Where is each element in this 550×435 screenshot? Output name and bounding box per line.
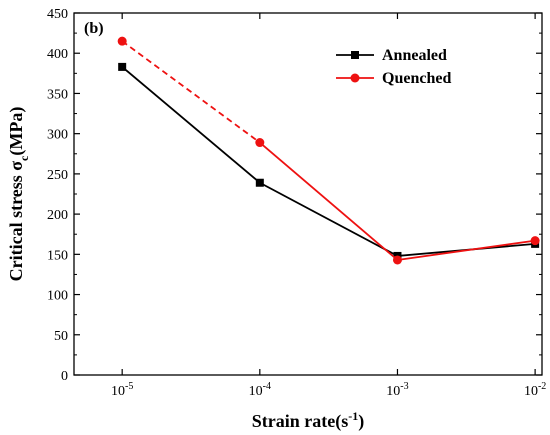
series-quenched	[117, 36, 540, 265]
legend: Annealed Quenched	[336, 47, 451, 87]
series-segment	[121, 66, 261, 184]
series-segment	[259, 141, 399, 261]
y-tick-label: 150	[47, 248, 68, 263]
x-tick-label: 10-2	[524, 381, 546, 399]
data-point	[255, 178, 264, 187]
y-tick-label: 250	[47, 168, 68, 183]
x-tick-label: 10-3	[386, 381, 408, 399]
y-tick-label: 50	[54, 329, 68, 344]
legend-marker	[350, 73, 360, 83]
data-point	[392, 255, 402, 265]
legend-label: Quenched	[382, 70, 451, 87]
y-tick-label: 350	[47, 87, 68, 102]
plot-area: 0 50 100 150 200 250 300 350 400 450 10-5 10-4 10-3 1…	[6, 7, 546, 432]
y-tick-label: 300	[47, 128, 68, 143]
x-axis-title: Strain rate(s-1)	[252, 409, 364, 432]
y-tick-label: 100	[47, 289, 68, 304]
y-axis-title: Critical stress σc(MPa)	[6, 107, 31, 282]
data-point	[118, 62, 127, 71]
legend-marker	[351, 51, 359, 59]
legend-item: Quenched	[336, 70, 451, 87]
y-tick-label: 0	[61, 369, 68, 384]
plot-frame	[73, 12, 543, 376]
y-tick-label: 450	[47, 7, 68, 22]
panel-label: (b)	[84, 20, 104, 37]
series-segment	[259, 181, 398, 257]
y-tick-label: 200	[47, 208, 68, 223]
x-tick-label: 10-4	[249, 381, 271, 399]
series-layer	[117, 36, 540, 265]
legend-label: Annealed	[382, 47, 447, 64]
x-tick-label: 10-5	[111, 381, 133, 399]
data-point	[117, 36, 127, 46]
series-segment	[121, 40, 261, 144]
legend-item: Annealed	[336, 47, 447, 64]
y-tick-label: 400	[47, 47, 68, 62]
series-annealed	[118, 62, 540, 260]
data-point	[255, 138, 265, 148]
data-point	[530, 236, 540, 246]
series-segment	[397, 239, 536, 261]
